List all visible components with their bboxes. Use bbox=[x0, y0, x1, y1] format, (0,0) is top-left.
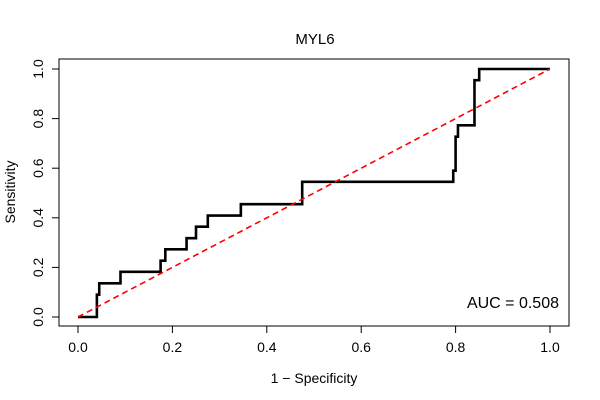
y-tick-label: 1.0 bbox=[30, 59, 46, 79]
x-axis: 0.0 0.2 0.4 0.6 0.8 1.0 bbox=[68, 325, 560, 355]
y-tick-label: 0.6 bbox=[30, 158, 46, 178]
chart-title: MYL6 bbox=[295, 31, 334, 48]
x-tick-label: 1.0 bbox=[540, 339, 560, 355]
auc-annotation: AUC = 0.508 bbox=[467, 295, 559, 312]
y-axis-label: Sensitivity bbox=[2, 160, 18, 223]
y-tick-label: 0.2 bbox=[30, 257, 46, 277]
x-tick-label: 0.6 bbox=[351, 339, 371, 355]
x-tick-label: 0.8 bbox=[446, 339, 466, 355]
x-axis-label: 1 − Specificity bbox=[271, 370, 358, 386]
y-tick-label: 0.8 bbox=[30, 109, 46, 129]
x-tick-label: 0.4 bbox=[257, 339, 277, 355]
reference-diagonal-line bbox=[77, 68, 551, 318]
x-tick-label: 0.0 bbox=[68, 339, 88, 355]
series-layer bbox=[77, 67, 551, 319]
y-tick-label: 0.0 bbox=[30, 307, 46, 327]
y-axis: 0.0 0.2 0.4 0.6 0.8 1.0 bbox=[30, 59, 60, 327]
roc-curve-line bbox=[78, 67, 550, 319]
x-tick-label: 0.2 bbox=[163, 339, 183, 355]
y-tick-label: 0.4 bbox=[30, 208, 46, 228]
